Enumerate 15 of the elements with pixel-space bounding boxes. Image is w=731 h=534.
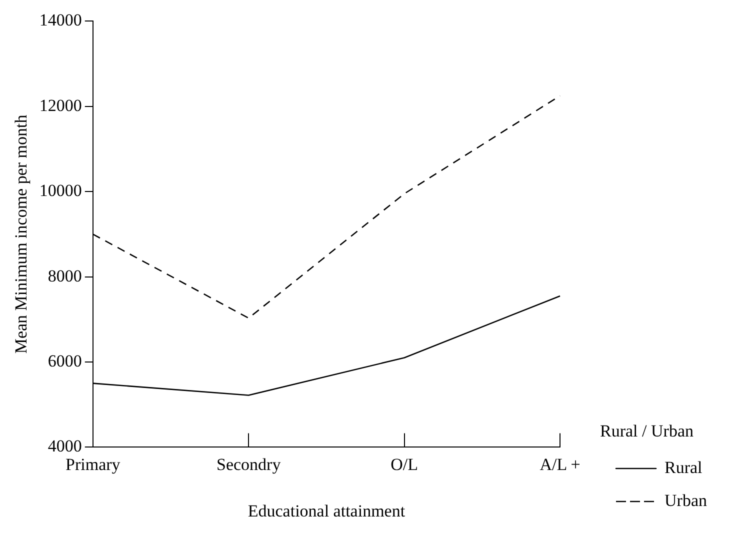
y-axis-title: Mean Minimum income per month [12,114,31,354]
y-tick-label: 6000 [48,351,82,370]
y-tick-label: 4000 [48,436,82,456]
x-axis-title: Educational attainment [248,501,406,520]
y-tick-label: 10000 [39,181,82,200]
y-tick-label: 14000 [39,10,82,30]
legend-title: Rural / Urban [600,422,694,441]
x-tick-label: A/L + [540,454,580,474]
y-tick-label: 12000 [39,96,82,115]
x-tick-label: Secondry [216,454,282,474]
x-tick-label: Primary [66,454,121,474]
legend-label: Rural [664,458,703,477]
x-tick-label: O/L [390,454,418,474]
y-tick-label: 8000 [48,266,82,286]
legend-label: Urban [664,490,708,510]
